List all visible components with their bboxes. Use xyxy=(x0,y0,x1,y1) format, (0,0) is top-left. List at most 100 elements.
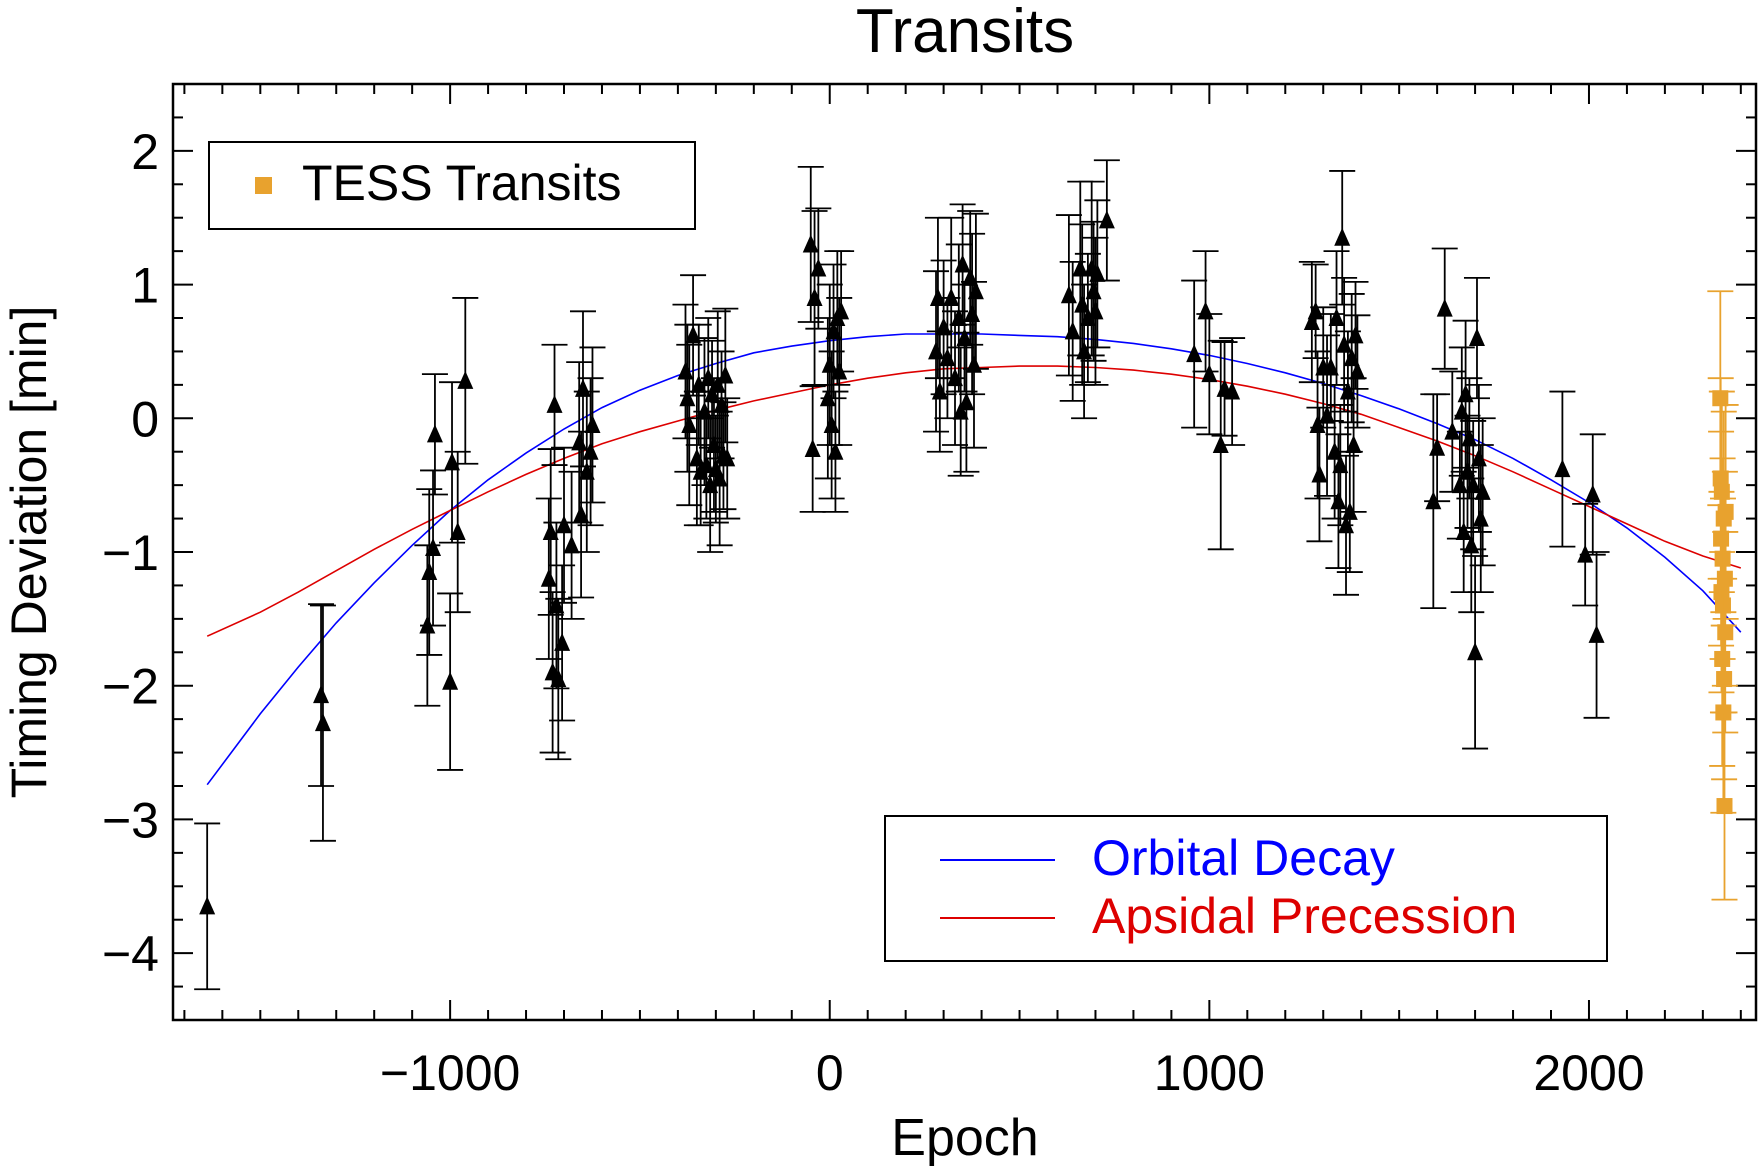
transit-marker xyxy=(1341,501,1358,520)
legend-models-box xyxy=(884,815,1608,962)
transit-marker xyxy=(1349,361,1366,380)
transit-marker xyxy=(554,632,571,651)
transit-marker xyxy=(1212,435,1229,454)
legend-tess-box xyxy=(208,141,696,230)
transit-marker xyxy=(1201,364,1218,383)
transit-marker xyxy=(1588,624,1605,643)
transit-marker xyxy=(1345,435,1362,454)
transit-marker xyxy=(457,370,474,389)
transit-marker xyxy=(810,258,827,277)
y-tick-label: −1 xyxy=(102,525,159,581)
transit-marker xyxy=(546,394,563,413)
transit-marker xyxy=(584,414,601,433)
transit-marker xyxy=(831,361,848,380)
transit-marker xyxy=(1186,344,1203,363)
transit-marker xyxy=(313,685,330,704)
y-tick-label: −3 xyxy=(102,792,159,848)
transit-marker xyxy=(1459,461,1476,480)
apsidal-precession-curve xyxy=(206,365,1742,637)
model-curves xyxy=(206,333,1742,786)
transit-marker xyxy=(1332,455,1349,474)
tess-transit-marker xyxy=(1717,624,1734,641)
transit-marker xyxy=(426,424,443,443)
transit-marker xyxy=(1347,325,1364,344)
y-tick-label: 1 xyxy=(131,258,159,314)
transit-marker xyxy=(929,287,946,306)
transit-marker xyxy=(556,515,573,534)
x-tick-label: 1000 xyxy=(1154,1045,1265,1101)
x-tick-label: 2000 xyxy=(1533,1045,1644,1101)
orbital-decay-curve xyxy=(206,333,1742,786)
transit-marker xyxy=(1554,459,1571,478)
transit-marker xyxy=(690,374,707,393)
y-tick-label: −4 xyxy=(102,926,159,982)
legend-tess-label: TESS Transits xyxy=(302,155,622,211)
transit-marker xyxy=(1328,308,1345,326)
transit-marker xyxy=(1465,475,1482,494)
legend-apsidal-precession-label: Apsidal Precession xyxy=(1092,888,1517,944)
transit-marker xyxy=(1429,437,1446,456)
transit-marker xyxy=(1472,508,1489,527)
legend-tess-marker xyxy=(255,177,272,194)
axis-ticks xyxy=(173,83,1756,1021)
transit-marker xyxy=(1474,481,1491,500)
transit-marker xyxy=(681,414,698,433)
legend-tess: TESS Transits xyxy=(208,141,696,230)
transit-marker xyxy=(563,535,580,554)
data-points xyxy=(194,159,1739,991)
tess-transit-marker xyxy=(1717,503,1734,520)
transit-marker xyxy=(827,441,844,460)
transit-marker xyxy=(314,713,331,732)
transit-marker xyxy=(1455,521,1472,540)
transit-marker xyxy=(444,452,461,471)
x-axis-label: Epoch xyxy=(891,1109,1038,1167)
transit-marker xyxy=(1334,227,1351,246)
tess-transit-marker xyxy=(1716,798,1733,815)
transit-marker xyxy=(199,896,216,915)
transit-marker xyxy=(952,401,969,420)
legend-models: Orbital Decay Apsidal Precession xyxy=(884,815,1608,962)
transit-marker xyxy=(804,439,821,458)
y-axis-label: Timing Deviation [min] xyxy=(1,306,57,799)
y-tick-labels: −4 −3 −2 −1 0 1 2 xyxy=(102,124,159,982)
x-tick-labels: −1000 0 1000 2000 xyxy=(380,1045,1645,1101)
transit-marker xyxy=(540,568,557,587)
transit-marker xyxy=(956,328,973,347)
transit-marker xyxy=(1584,484,1601,503)
transit-marker xyxy=(425,537,442,556)
transit-marker xyxy=(967,281,984,300)
transit-marker xyxy=(419,615,436,634)
transit-marker xyxy=(449,521,466,540)
transit-marker xyxy=(954,254,971,273)
transit-marker xyxy=(943,287,960,306)
transit-marker xyxy=(442,671,459,690)
transit-marker xyxy=(1224,381,1241,400)
transit-marker xyxy=(1436,298,1453,317)
transit-marker xyxy=(958,392,975,411)
legend-orbital-decay-label: Orbital Decay xyxy=(1092,830,1395,886)
transit-marker xyxy=(542,521,559,540)
transit-marker xyxy=(719,448,736,467)
chart-title: Transits xyxy=(856,0,1074,66)
transit-marker xyxy=(1468,328,1485,347)
y-tick-label: 2 xyxy=(131,124,159,180)
x-tick-label: 0 xyxy=(816,1045,844,1101)
y-tick-label: −2 xyxy=(102,659,159,715)
transit-marker xyxy=(1087,301,1104,320)
x-tick-label: −1000 xyxy=(380,1045,520,1101)
transit-marker xyxy=(573,504,590,523)
transit-marker xyxy=(1311,464,1328,483)
transit-marker xyxy=(1098,210,1115,229)
transit-marker xyxy=(1444,421,1461,440)
transit-marker xyxy=(1577,544,1594,563)
transit-marker xyxy=(1064,321,1081,340)
transit-marker xyxy=(1089,263,1106,282)
transit-marker xyxy=(548,595,565,614)
transit-marker xyxy=(1467,642,1484,661)
transit-marker xyxy=(1074,294,1091,313)
transit-marker xyxy=(1425,491,1442,510)
transit-marker xyxy=(1322,357,1339,376)
transit-marker xyxy=(1072,258,1089,277)
transit-marker xyxy=(1330,491,1347,510)
